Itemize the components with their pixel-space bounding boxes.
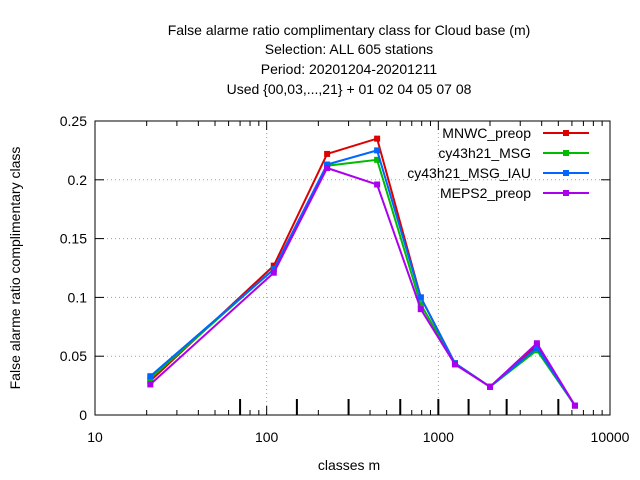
legend: MNWC_preop cy43h21_MSG cy43h21_MSG_IAU MEPS… [407, 125, 589, 201]
series-point [270, 269, 277, 276]
series-point [571, 402, 578, 409]
y-tick-label: 0.2 [68, 172, 88, 188]
axis-ticks: 0 0.05 0.1 0.15 0.2 0.25 10 100 1000 10000 [60, 113, 630, 445]
plot-series [147, 135, 578, 409]
x-axis-label: classes m [318, 457, 380, 473]
title-line-2: Selection: ALL 605 stations [265, 41, 433, 57]
x-tick-label: 10 [87, 429, 103, 445]
title-line-1: False alarme ratio complimentary class f… [168, 22, 531, 38]
series-point [417, 306, 424, 313]
legend-marker [563, 170, 569, 176]
y-axis-label: False alarme ratio complimentary class [7, 147, 23, 390]
series-point [270, 262, 277, 269]
legend-label: MNWC_preop [442, 125, 531, 141]
x-tick-label: 100 [255, 429, 279, 445]
series-point [147, 373, 154, 380]
legend-label: MEPS2_preop [440, 185, 531, 201]
series-point [324, 150, 331, 157]
chart-title: False alarme ratio complimentary class f… [168, 22, 531, 97]
series-point [451, 361, 458, 368]
plot-frame [94, 120, 611, 416]
y-tick-label: 0 [79, 407, 87, 423]
title-line-4: Used {00,03,...,21} + 01 02 04 05 07 08 [227, 81, 472, 97]
legend-marker [563, 130, 569, 136]
series-point [374, 147, 381, 154]
series-point [417, 294, 424, 301]
legend-label: cy43h21_MSG [438, 145, 531, 161]
x-tick-label: 1000 [423, 429, 454, 445]
series-point [374, 181, 381, 188]
series-point [487, 383, 494, 390]
title-line-3: Period: 20201204-20201211 [261, 61, 438, 77]
legend-label: cy43h21_MSG_IAU [407, 165, 531, 181]
x-tick-label: 10000 [591, 429, 630, 445]
series-point [374, 135, 381, 142]
series-point [533, 344, 540, 351]
class-boundary-marks [239, 399, 560, 415]
series-point [533, 340, 540, 347]
series-point [417, 301, 424, 308]
y-tick-label: 0.15 [60, 231, 87, 247]
series-point [147, 381, 154, 388]
series-point [374, 156, 381, 163]
legend-marker [563, 190, 569, 196]
series-point [324, 161, 331, 168]
grid-lines [95, 121, 610, 415]
y-tick-label: 0.1 [68, 289, 88, 305]
y-tick-label: 0.25 [60, 113, 87, 129]
y-tick-label: 0.05 [60, 348, 87, 364]
series-point [270, 266, 277, 273]
legend-marker [563, 150, 569, 156]
series-point [324, 165, 331, 172]
